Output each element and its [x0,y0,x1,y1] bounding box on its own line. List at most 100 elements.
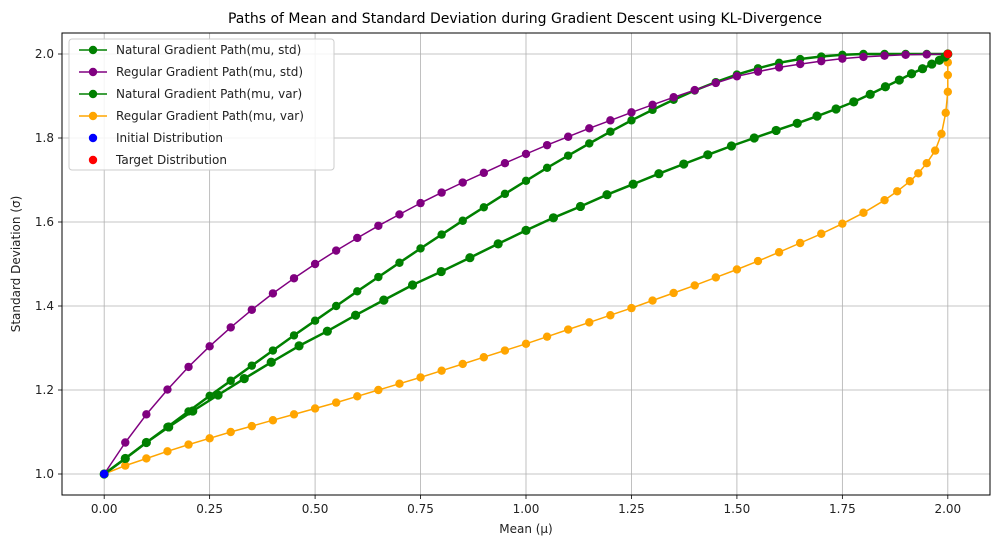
data-point [771,125,781,136]
data-point [268,416,278,425]
data-point [606,116,615,125]
x-tick-label: 1.00 [513,502,540,516]
y-axis: 1.0 1.2 1.4 1.6 1.8 2.0 [35,47,62,481]
legend-swatch-marker [88,45,98,55]
data-point [606,127,615,136]
data-point [247,305,257,314]
data-point [479,353,489,362]
data-point [247,361,257,370]
data-point [865,89,875,99]
data-point [121,461,130,470]
data-point [121,438,130,447]
data-point [774,63,784,72]
chart-title: Paths of Mean and Standard Deviation dur… [228,11,822,27]
data-point [521,339,531,348]
data-point [289,410,299,419]
data-point [437,188,446,197]
data-point [648,296,657,305]
data-point [711,78,721,88]
data-point [817,229,826,238]
data-point [679,159,689,169]
x-tick-label: 1.75 [829,502,856,516]
data-point [542,140,552,150]
data-point [606,311,615,320]
data-point [142,410,151,419]
legend-swatch-marker [88,155,98,165]
data-point [628,179,638,189]
legend-swatch-marker [88,111,98,121]
legend-swatch-marker [88,133,98,143]
legend-label: Regular Gradient Path(mu, std) [116,65,303,79]
data-point [732,72,742,81]
series-layer [99,49,953,479]
data-point [943,49,953,59]
y-tick-label: 1.0 [35,467,54,481]
data-point [437,230,446,239]
data-point [374,221,383,230]
data-point [247,421,257,431]
series-initial-distribution [99,469,109,479]
data-point [893,187,902,196]
data-point [880,51,889,60]
data-point [669,288,678,298]
x-axis: 0.00 0.25 0.50 0.75 1.00 1.25 1.50 1.75 2.00 [91,495,961,516]
data-point [331,246,341,255]
data-point [310,404,320,413]
data-point [943,87,953,97]
data-point [437,366,446,375]
data-point [690,85,699,95]
data-point [205,434,214,443]
data-point [812,111,822,121]
x-axis-title: Mean (μ) [499,522,553,536]
data-point [416,198,425,208]
data-point [310,316,320,325]
legend-item: Natural Gradient Path(mu, var) [79,87,302,101]
legend-label: Regular Gradient Path(mu, var) [116,109,304,123]
data-point [416,244,425,253]
data-point [795,59,805,69]
data-point [795,238,805,248]
data-point [914,169,923,178]
data-point [99,469,109,479]
data-point [585,124,594,133]
legend-label: Natural Gradient Path(mu, var) [116,87,302,101]
x-tick-label: 2.00 [934,502,961,516]
data-point [331,301,341,311]
data-point [563,325,573,334]
y-tick-label: 1.4 [35,299,54,313]
data-point [880,195,889,205]
data-point [732,265,742,274]
data-point [726,141,737,151]
x-tick-label: 0.00 [91,502,118,516]
data-point [479,203,489,212]
data-point [226,376,235,385]
data-point [289,274,299,283]
data-point [500,189,510,199]
series-target-distribution [943,49,953,59]
data-point [711,273,721,282]
data-point [922,159,931,168]
data-point [164,422,174,432]
data-point [374,272,383,282]
data-point [880,82,890,92]
data-point [927,59,937,69]
data-point [353,233,362,243]
data-point [548,213,559,223]
data-point [937,129,946,138]
data-point [163,447,172,456]
data-point [266,357,276,367]
data-point [602,190,612,200]
legend-swatch-marker [88,67,98,77]
data-point [838,54,847,63]
data-point [922,50,931,59]
legend-item: Natural Gradient Path(mu, std) [79,43,301,57]
data-point [930,146,940,155]
data-point [268,289,278,298]
data-point [563,132,573,141]
data-point [585,318,594,327]
data-point [465,253,475,263]
data-point [627,303,636,313]
y-tick-label: 1.6 [35,215,54,229]
x-tick-label: 0.75 [407,502,434,516]
